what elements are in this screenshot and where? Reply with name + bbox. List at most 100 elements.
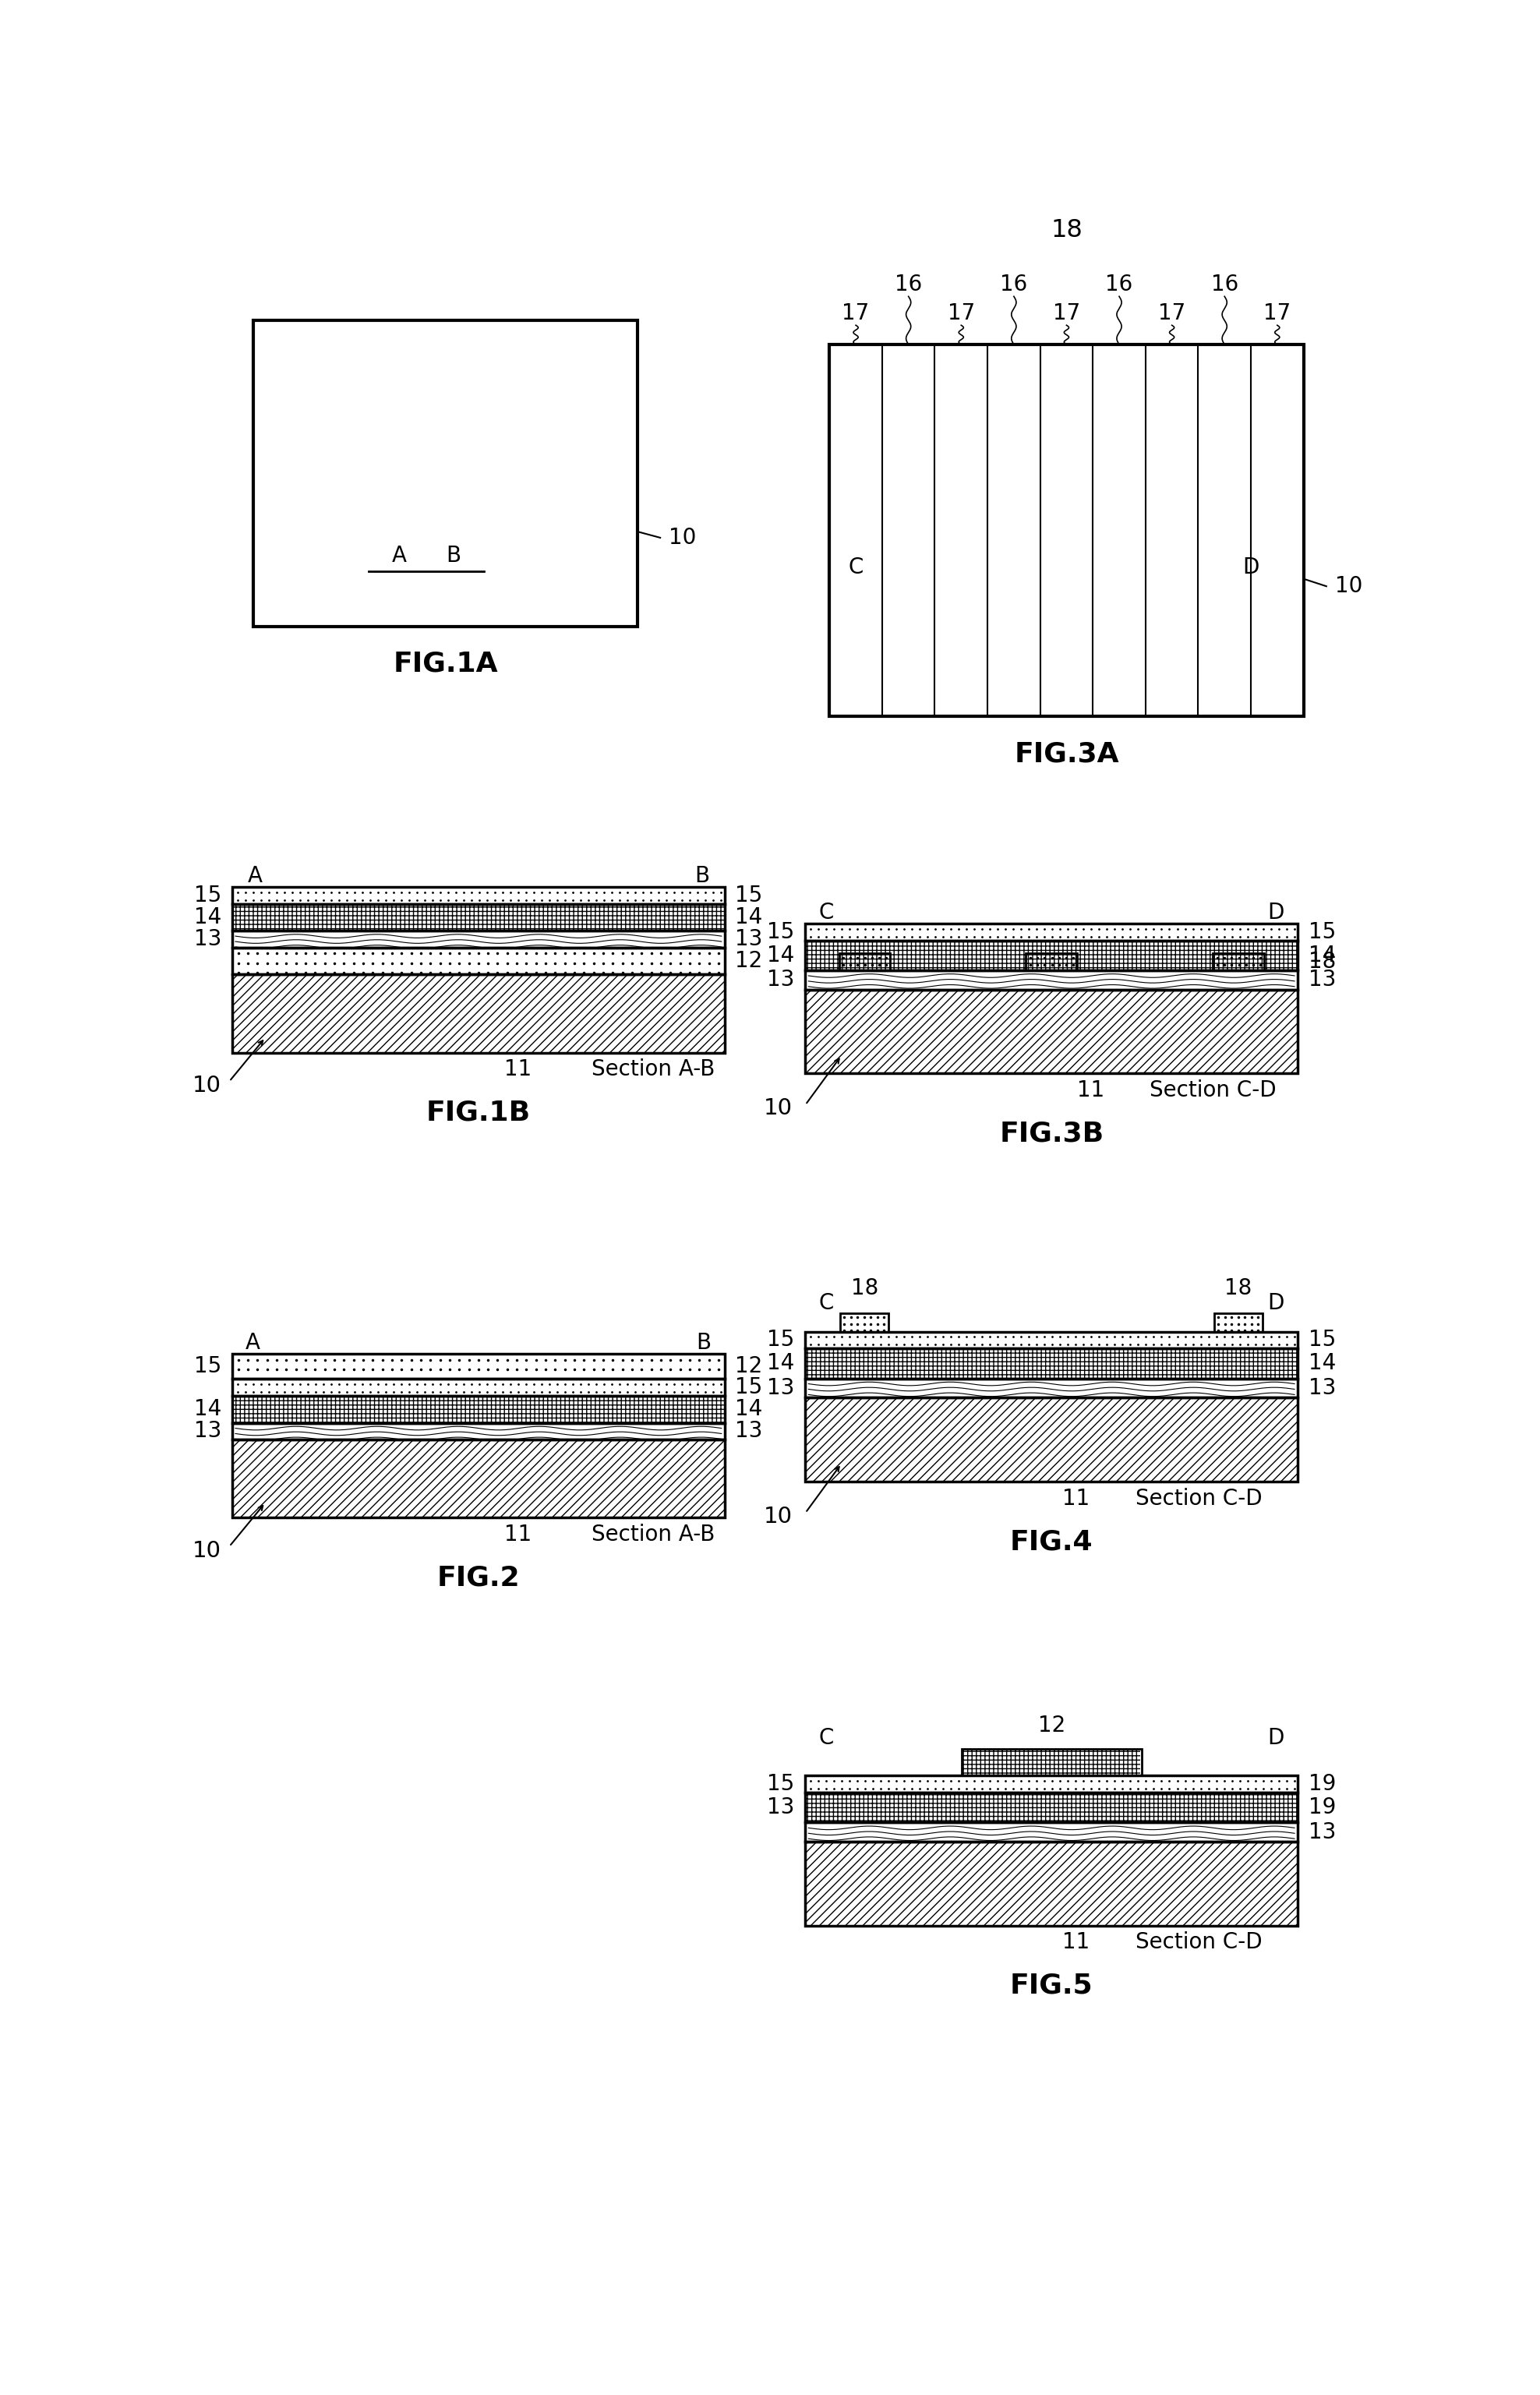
Bar <box>805 924 1298 941</box>
Text: 12: 12 <box>735 1356 762 1377</box>
Text: 15: 15 <box>735 1377 762 1399</box>
Bar <box>805 989 1298 1073</box>
Text: 15: 15 <box>735 884 762 905</box>
Text: B: B <box>696 1332 711 1353</box>
Text: FIG.3A: FIG.3A <box>1013 740 1120 766</box>
Text: B: B <box>695 865 710 886</box>
Bar <box>805 1791 1298 1823</box>
Text: 16: 16 <box>1106 273 1133 295</box>
Bar <box>805 1380 1298 1399</box>
Text: FIG.4: FIG.4 <box>1010 1528 1093 1554</box>
Text: C: C <box>819 1727 833 1748</box>
Bar <box>233 1380 724 1396</box>
Text: 14: 14 <box>767 944 795 965</box>
Bar <box>805 1399 1298 1483</box>
Text: 14: 14 <box>194 1399 222 1420</box>
Text: 18: 18 <box>1224 1277 1252 1300</box>
Bar <box>805 1775 1298 1791</box>
Text: 12: 12 <box>735 951 762 972</box>
Bar <box>805 1775 1298 1791</box>
Text: 13: 13 <box>735 1420 762 1442</box>
Text: 13: 13 <box>735 929 762 951</box>
Text: FIG.1A: FIG.1A <box>393 651 497 678</box>
Bar <box>805 1332 1298 1348</box>
Text: Section C-D: Section C-D <box>1135 1933 1261 1954</box>
Text: 10: 10 <box>192 1075 222 1097</box>
Text: 19: 19 <box>1309 1772 1335 1794</box>
Bar <box>805 941 1298 970</box>
Bar <box>1026 953 1076 970</box>
Bar <box>233 1439 724 1518</box>
Bar <box>233 948 724 975</box>
Bar <box>841 1312 889 1332</box>
Bar <box>233 903 724 932</box>
Bar <box>830 345 1303 716</box>
Text: Section C-D: Section C-D <box>1135 1487 1261 1509</box>
Bar <box>233 932 724 948</box>
Bar <box>805 1348 1298 1380</box>
Text: 17: 17 <box>947 302 975 323</box>
Text: 10: 10 <box>1335 575 1363 596</box>
Bar <box>233 903 724 932</box>
Text: A: A <box>391 546 407 568</box>
Text: 18: 18 <box>1309 951 1335 972</box>
Text: D: D <box>1267 1727 1284 1748</box>
Text: 10: 10 <box>764 1506 792 1528</box>
Text: 15: 15 <box>767 1329 795 1351</box>
Text: FIG.5: FIG.5 <box>1010 1973 1093 2000</box>
Bar <box>233 1439 724 1518</box>
Bar <box>805 989 1298 1073</box>
Bar <box>805 1842 1298 1926</box>
Text: 13: 13 <box>194 929 222 951</box>
Bar <box>805 924 1298 941</box>
Text: 16: 16 <box>1210 273 1238 295</box>
Bar <box>805 1823 1298 1842</box>
Bar <box>233 1396 724 1423</box>
Text: 17: 17 <box>1053 302 1080 323</box>
Text: 13: 13 <box>1309 970 1335 992</box>
Text: 17: 17 <box>1263 302 1291 323</box>
Text: FIG.1B: FIG.1B <box>427 1099 531 1126</box>
Bar <box>805 1823 1298 1842</box>
Text: 15: 15 <box>194 1356 222 1377</box>
Text: 19: 19 <box>1309 1796 1335 1818</box>
Bar <box>254 321 638 627</box>
Text: 16: 16 <box>895 273 922 295</box>
Bar <box>233 886 724 903</box>
Text: A: A <box>248 865 262 886</box>
Text: 15: 15 <box>1309 922 1335 944</box>
Text: 15: 15 <box>767 1772 795 1794</box>
Bar <box>805 1380 1298 1399</box>
Bar <box>805 1791 1298 1823</box>
Text: 14: 14 <box>1309 944 1335 965</box>
Text: 10: 10 <box>192 1540 222 1562</box>
Text: 13: 13 <box>194 1420 222 1442</box>
Text: 13: 13 <box>767 970 795 992</box>
Bar <box>233 948 724 975</box>
Text: C: C <box>819 903 833 924</box>
Text: 14: 14 <box>735 1399 762 1420</box>
Bar <box>839 953 890 970</box>
Bar <box>233 886 724 903</box>
Text: 17: 17 <box>1158 302 1186 323</box>
Bar <box>1214 953 1264 970</box>
Text: 13: 13 <box>767 1377 795 1399</box>
Text: A: A <box>245 1332 260 1353</box>
Bar <box>233 975 724 1051</box>
Bar <box>1215 1312 1263 1332</box>
Text: 18: 18 <box>1050 218 1083 242</box>
Bar <box>805 970 1298 989</box>
Text: 14: 14 <box>1309 1353 1335 1375</box>
Text: 15: 15 <box>1309 1329 1335 1351</box>
Text: 16: 16 <box>999 273 1027 295</box>
Text: 10: 10 <box>764 1097 792 1118</box>
Bar <box>233 1423 724 1439</box>
Text: 15: 15 <box>194 884 222 905</box>
Text: FIG.2: FIG.2 <box>437 1564 521 1590</box>
Text: 13: 13 <box>1309 1820 1335 1844</box>
Bar <box>233 932 724 948</box>
Text: 13: 13 <box>1309 1377 1335 1399</box>
Text: 14: 14 <box>194 905 222 929</box>
Text: 18: 18 <box>850 1277 878 1300</box>
Text: FIG.3B: FIG.3B <box>999 1121 1104 1147</box>
